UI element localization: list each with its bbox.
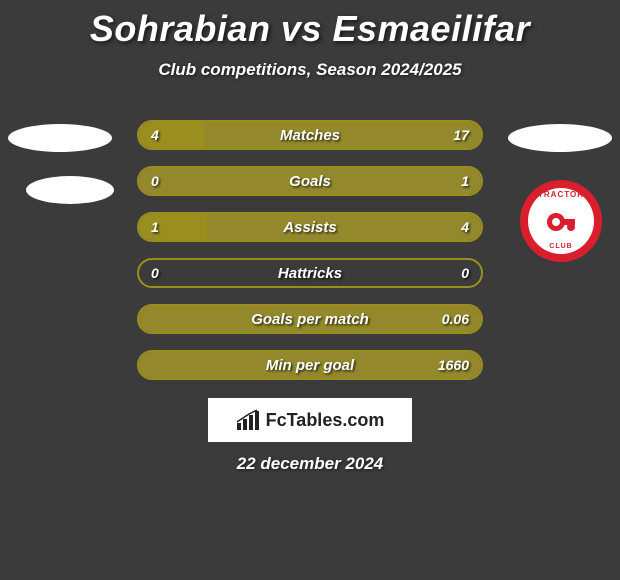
player-left-badge-2 <box>26 176 114 204</box>
player-right-club-badge: TRACTOR CLUB <box>520 180 602 262</box>
player-left-badge-1 <box>8 124 112 152</box>
badge-bottom-text: CLUB <box>528 243 594 250</box>
subtitle: Club competitions, Season 2024/2025 <box>0 60 620 80</box>
tractor-badge-inner: TRACTOR CLUB <box>528 188 594 254</box>
stat-row: 1Assists4 <box>137 212 483 242</box>
stat-value-right: 1660 <box>438 352 469 378</box>
stat-label: Hattricks <box>139 260 481 286</box>
stat-label: Assists <box>139 214 481 240</box>
stat-value-right: 0.06 <box>442 306 469 332</box>
stat-row: 0Goals1 <box>137 166 483 196</box>
stat-label: Matches <box>139 122 481 148</box>
stat-value-right: 0 <box>461 260 469 286</box>
stat-row: Min per goal1660 <box>137 350 483 380</box>
branding-text: FcTables.com <box>266 410 385 431</box>
badge-top-text: TRACTOR <box>528 190 594 199</box>
page-title: Sohrabian vs Esmaeilifar <box>0 0 620 50</box>
stat-row: 0Hattricks0 <box>137 258 483 288</box>
stat-value-right: 1 <box>461 168 469 194</box>
player-right-badge-1 <box>508 124 612 152</box>
stat-label: Goals per match <box>139 306 481 332</box>
stat-row: Goals per match0.06 <box>137 304 483 334</box>
stat-value-right: 17 <box>453 122 469 148</box>
date-text: 22 december 2024 <box>0 454 620 474</box>
stat-label: Goals <box>139 168 481 194</box>
stat-rows: 4Matches170Goals11Assists40Hattricks0Goa… <box>137 120 483 396</box>
branding-box: FcTables.com <box>208 398 412 442</box>
stat-label: Min per goal <box>139 352 481 378</box>
tractor-icon <box>547 211 575 231</box>
stat-value-right: 4 <box>461 214 469 240</box>
stat-row: 4Matches17 <box>137 120 483 150</box>
bar-chart-icon <box>236 409 262 431</box>
